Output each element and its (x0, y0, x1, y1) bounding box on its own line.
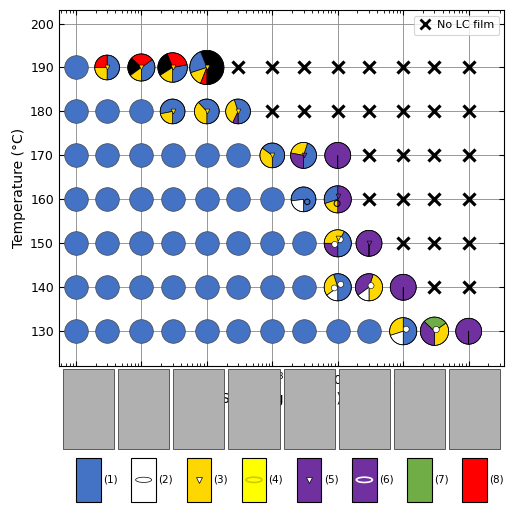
Polygon shape (324, 244, 338, 257)
Polygon shape (132, 54, 153, 68)
Text: (7): (7) (434, 475, 449, 485)
Polygon shape (190, 68, 207, 83)
Polygon shape (324, 230, 344, 244)
Bar (408, 458, 432, 501)
Polygon shape (390, 275, 416, 300)
Polygon shape (158, 54, 173, 75)
Polygon shape (403, 317, 417, 345)
Bar (462, 458, 487, 501)
Polygon shape (325, 142, 351, 169)
Polygon shape (338, 232, 351, 257)
Polygon shape (226, 100, 238, 123)
Polygon shape (304, 143, 316, 169)
Polygon shape (290, 153, 304, 169)
Polygon shape (368, 283, 374, 288)
Polygon shape (390, 331, 403, 345)
Polygon shape (424, 317, 446, 331)
Text: (1): (1) (103, 475, 118, 485)
Polygon shape (325, 200, 338, 213)
Polygon shape (369, 275, 382, 301)
FancyBboxPatch shape (394, 369, 445, 449)
Polygon shape (435, 323, 449, 345)
Polygon shape (262, 143, 285, 168)
FancyBboxPatch shape (339, 369, 390, 449)
Polygon shape (433, 326, 439, 332)
Polygon shape (324, 275, 338, 295)
Polygon shape (234, 99, 250, 124)
Polygon shape (107, 55, 119, 80)
FancyBboxPatch shape (173, 369, 224, 449)
Polygon shape (131, 68, 141, 81)
Polygon shape (337, 237, 343, 242)
Polygon shape (324, 186, 338, 204)
FancyBboxPatch shape (63, 369, 114, 449)
Polygon shape (291, 200, 304, 212)
Bar (186, 458, 211, 501)
Polygon shape (141, 59, 155, 81)
FancyBboxPatch shape (228, 369, 280, 449)
Circle shape (136, 477, 152, 482)
Text: (8): (8) (489, 475, 504, 485)
Polygon shape (160, 99, 185, 124)
Bar (352, 458, 377, 501)
Polygon shape (201, 50, 224, 85)
Polygon shape (291, 142, 308, 156)
Polygon shape (173, 65, 187, 82)
Polygon shape (332, 241, 338, 248)
Polygon shape (95, 55, 107, 68)
Polygon shape (356, 231, 382, 256)
Text: (4): (4) (268, 475, 283, 485)
Polygon shape (456, 318, 482, 344)
Y-axis label: Temperature (°C): Temperature (°C) (12, 128, 26, 249)
Polygon shape (128, 58, 141, 75)
Polygon shape (160, 112, 173, 124)
Bar (297, 458, 322, 501)
Polygon shape (420, 322, 435, 345)
Polygon shape (390, 317, 403, 336)
Polygon shape (201, 68, 207, 85)
FancyBboxPatch shape (449, 369, 500, 449)
Polygon shape (160, 68, 173, 82)
Text: (5): (5) (324, 475, 338, 485)
Polygon shape (403, 326, 409, 332)
Polygon shape (95, 68, 107, 80)
Polygon shape (195, 102, 207, 124)
X-axis label: Sintering time (s): Sintering time (s) (221, 392, 342, 406)
Polygon shape (190, 52, 207, 73)
Polygon shape (260, 148, 272, 168)
Polygon shape (327, 287, 338, 301)
Legend: No LC film: No LC film (414, 16, 499, 35)
Polygon shape (331, 285, 337, 291)
Polygon shape (198, 99, 219, 124)
Bar (132, 458, 156, 501)
Polygon shape (358, 287, 369, 301)
Text: (3): (3) (214, 475, 228, 485)
Polygon shape (233, 112, 238, 124)
Polygon shape (355, 273, 373, 295)
Polygon shape (338, 281, 344, 287)
Text: (6): (6) (379, 475, 394, 485)
FancyBboxPatch shape (284, 369, 335, 449)
FancyBboxPatch shape (118, 369, 169, 449)
Bar (242, 458, 266, 501)
Text: (2): (2) (158, 475, 173, 485)
Polygon shape (338, 186, 351, 213)
Polygon shape (333, 273, 351, 301)
Polygon shape (291, 187, 316, 212)
Polygon shape (167, 53, 187, 68)
Bar (76, 458, 101, 501)
